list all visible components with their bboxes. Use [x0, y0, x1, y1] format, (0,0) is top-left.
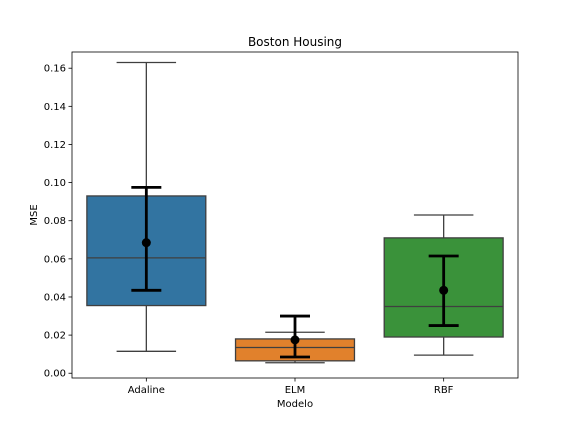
x-axis-ticks: Adaline ELM RBF — [128, 378, 454, 396]
y-tick-label: 0.14 — [44, 102, 66, 113]
y-tick-label: 0.00 — [44, 369, 66, 380]
y-tick-label: 0.12 — [44, 140, 66, 151]
y-tick-label: 0.02 — [44, 331, 66, 342]
mean-point — [439, 285, 449, 295]
box-elm — [234, 314, 356, 364]
chart-title: Boston Housing — [248, 35, 342, 49]
box-adaline — [86, 61, 207, 352]
box-rbf — [383, 214, 504, 356]
y-tick-label: 0.08 — [44, 216, 66, 227]
x-axis-label: Modelo — [277, 399, 313, 410]
y-tick-label: 0.06 — [44, 254, 66, 265]
plot-area — [86, 61, 504, 364]
x-tick-label: ELM — [285, 385, 306, 396]
x-tick-label: RBF — [434, 385, 454, 396]
mean-point — [141, 238, 151, 248]
y-axis-ticks: 0.00 0.02 0.04 0.06 0.08 0.10 0.12 0.14 0.16 — [44, 64, 72, 380]
y-tick-label: 0.16 — [44, 64, 66, 75]
mean-point — [290, 335, 300, 345]
y-tick-label: 0.10 — [44, 178, 66, 189]
x-tick-label: Adaline — [128, 385, 165, 396]
y-axis-label: MSE — [29, 204, 40, 225]
y-tick-label: 0.04 — [44, 292, 66, 303]
